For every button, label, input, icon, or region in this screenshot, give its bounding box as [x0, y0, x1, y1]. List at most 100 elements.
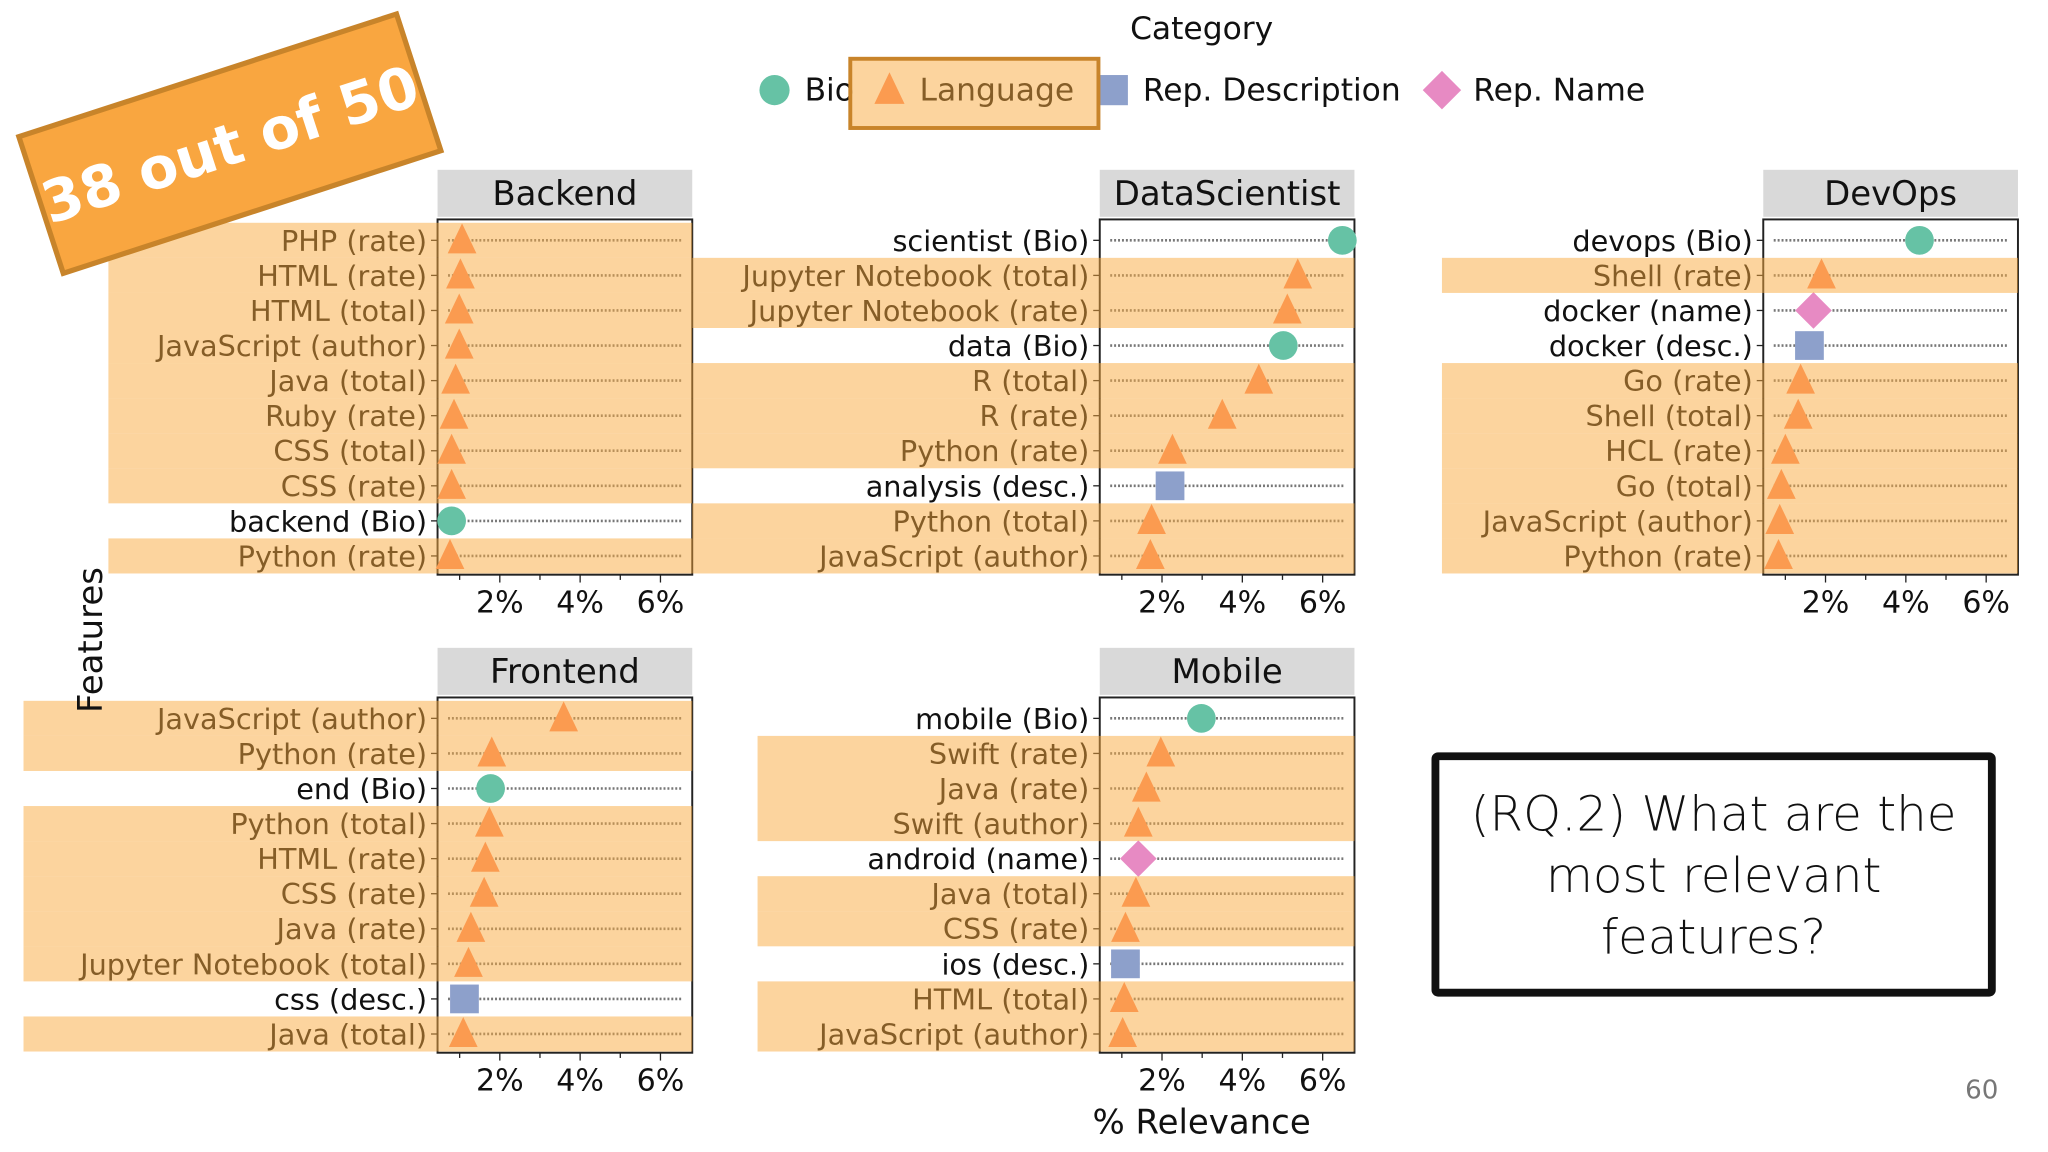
legend-highlight-box	[848, 56, 1101, 130]
highlight-band	[1441, 257, 2018, 293]
x-tick-label: 6%	[637, 1064, 685, 1099]
feature-row: end (Bio)	[296, 772, 682, 806]
y-axis-label: Features	[71, 567, 111, 713]
highlight-band	[692, 503, 1355, 539]
x-tick-label: 2%	[476, 586, 524, 621]
highlight-band	[757, 735, 1355, 771]
feature-label: mobile (Bio)	[915, 702, 1089, 736]
marker-square	[1795, 331, 1824, 360]
x-tick-label: 6%	[1962, 586, 2010, 621]
x-tick-label: 2%	[476, 1064, 524, 1099]
x-tick-label: 6%	[1299, 586, 1347, 621]
marker-diamond	[1120, 840, 1157, 877]
marker-square	[1111, 949, 1140, 979]
legend-item-rep-description: Rep. Description	[1097, 73, 1401, 109]
highlight-band	[108, 328, 693, 364]
highlight-band	[692, 257, 1355, 293]
marker-square	[1097, 75, 1128, 106]
feature-row: scientist (Bio)	[892, 224, 1357, 258]
facet-header	[437, 169, 693, 217]
highlight-band	[23, 841, 693, 877]
language-highlight-bands	[23, 222, 2018, 1052]
feature-row: data (Bio)	[948, 329, 1344, 363]
highlight-band	[757, 981, 1355, 1017]
marker-diamond	[1422, 70, 1462, 110]
marker-square	[1155, 471, 1185, 501]
feature-label: backend (Bio)	[229, 504, 427, 538]
facet-header	[1099, 169, 1355, 217]
facet-title: Mobile	[1171, 652, 1282, 692]
highlight-band	[108, 363, 693, 399]
highlight-band	[108, 468, 693, 504]
highlight-band	[1441, 433, 2018, 469]
x-tick-label: 6%	[637, 586, 685, 621]
x-tick-label: 4%	[1882, 586, 1930, 621]
feature-label: analysis (desc.)	[866, 469, 1090, 503]
feature-row: analysis (desc.)	[866, 469, 1344, 503]
x-tick-label: 2%	[1802, 586, 1850, 621]
feature-row: android (name)	[867, 840, 1344, 877]
score-badge: 38 out of 50	[15, 10, 445, 277]
highlight-band	[757, 911, 1355, 947]
x-tick-label: 4%	[1219, 1064, 1267, 1099]
highlight-band	[23, 876, 693, 912]
legend: Category BioLanguageRep. DescriptionRep.…	[759, 11, 1645, 130]
facet-title: DataScientist	[1114, 174, 1341, 214]
highlight-band	[108, 538, 693, 574]
highlight-band	[692, 363, 1355, 399]
feature-label: docker (desc.)	[1549, 329, 1753, 363]
page-number: 60	[1965, 1075, 1998, 1105]
legend-label: Rep. Description	[1143, 73, 1401, 109]
question-border	[1431, 752, 1996, 997]
facet-title: Backend	[492, 174, 637, 214]
facet-frame	[1098, 696, 1356, 1054]
highlight-band	[692, 398, 1355, 434]
legend-title: Category	[1130, 11, 1273, 47]
highlight-band	[692, 292, 1355, 328]
highlight-band	[757, 770, 1355, 807]
question-line-2: most relevant	[1546, 848, 1882, 904]
marker-square	[450, 984, 479, 1014]
legend-item-rep-name: Rep. Name	[1422, 70, 1645, 110]
highlight-band	[23, 806, 693, 842]
feature-row: backend (Bio)	[229, 504, 682, 538]
highlight-band	[108, 433, 693, 469]
facet-header	[437, 647, 693, 695]
feature-label: end (Bio)	[296, 772, 427, 806]
marker-circle	[437, 506, 466, 536]
feature-label: data (Bio)	[948, 329, 1089, 363]
feature-row: docker (desc.)	[1549, 329, 2008, 363]
feature-label: android (name)	[867, 842, 1089, 876]
question-box: (RQ.2) What are the most relevant featur…	[1431, 752, 1996, 997]
feature-row: docker (name)	[1543, 292, 2008, 329]
highlight-band	[108, 292, 693, 328]
highlight-band	[23, 946, 693, 982]
feature-row: mobile (Bio)	[915, 702, 1344, 736]
highlight-band	[108, 257, 693, 293]
question-line-3: features?	[1601, 909, 1826, 965]
feature-row: css (desc.)	[274, 982, 682, 1016]
feature-row: devops (Bio)	[1572, 224, 2008, 258]
highlight-band	[1441, 538, 2018, 574]
highlight-band	[23, 1016, 693, 1052]
highlight-band	[1441, 398, 2018, 434]
x-axis-label: % Relevance	[1093, 1103, 1311, 1143]
feature-label: docker (name)	[1543, 294, 1753, 328]
highlight-band	[1441, 468, 2018, 504]
legend-label: Rep. Name	[1473, 73, 1645, 109]
feature-label: scientist (Bio)	[892, 224, 1089, 258]
x-tick-label: 4%	[556, 586, 604, 621]
x-tick-label: 6%	[1299, 1064, 1347, 1099]
highlight-band	[757, 1016, 1355, 1052]
x-tick-label: 2%	[1138, 1064, 1186, 1099]
facet-title: DevOps	[1824, 174, 1957, 214]
facet-header	[1099, 647, 1355, 695]
facet-grid: BackendPHP (rate)HTML (rate)HTML (total)…	[23, 169, 2019, 1099]
highlight-band	[23, 735, 693, 771]
highlight-band	[108, 398, 693, 434]
highlight-band	[23, 911, 693, 947]
legend-item-bio: Bio	[759, 73, 854, 109]
facet-header	[1763, 169, 2018, 217]
highlight-band	[757, 876, 1355, 912]
